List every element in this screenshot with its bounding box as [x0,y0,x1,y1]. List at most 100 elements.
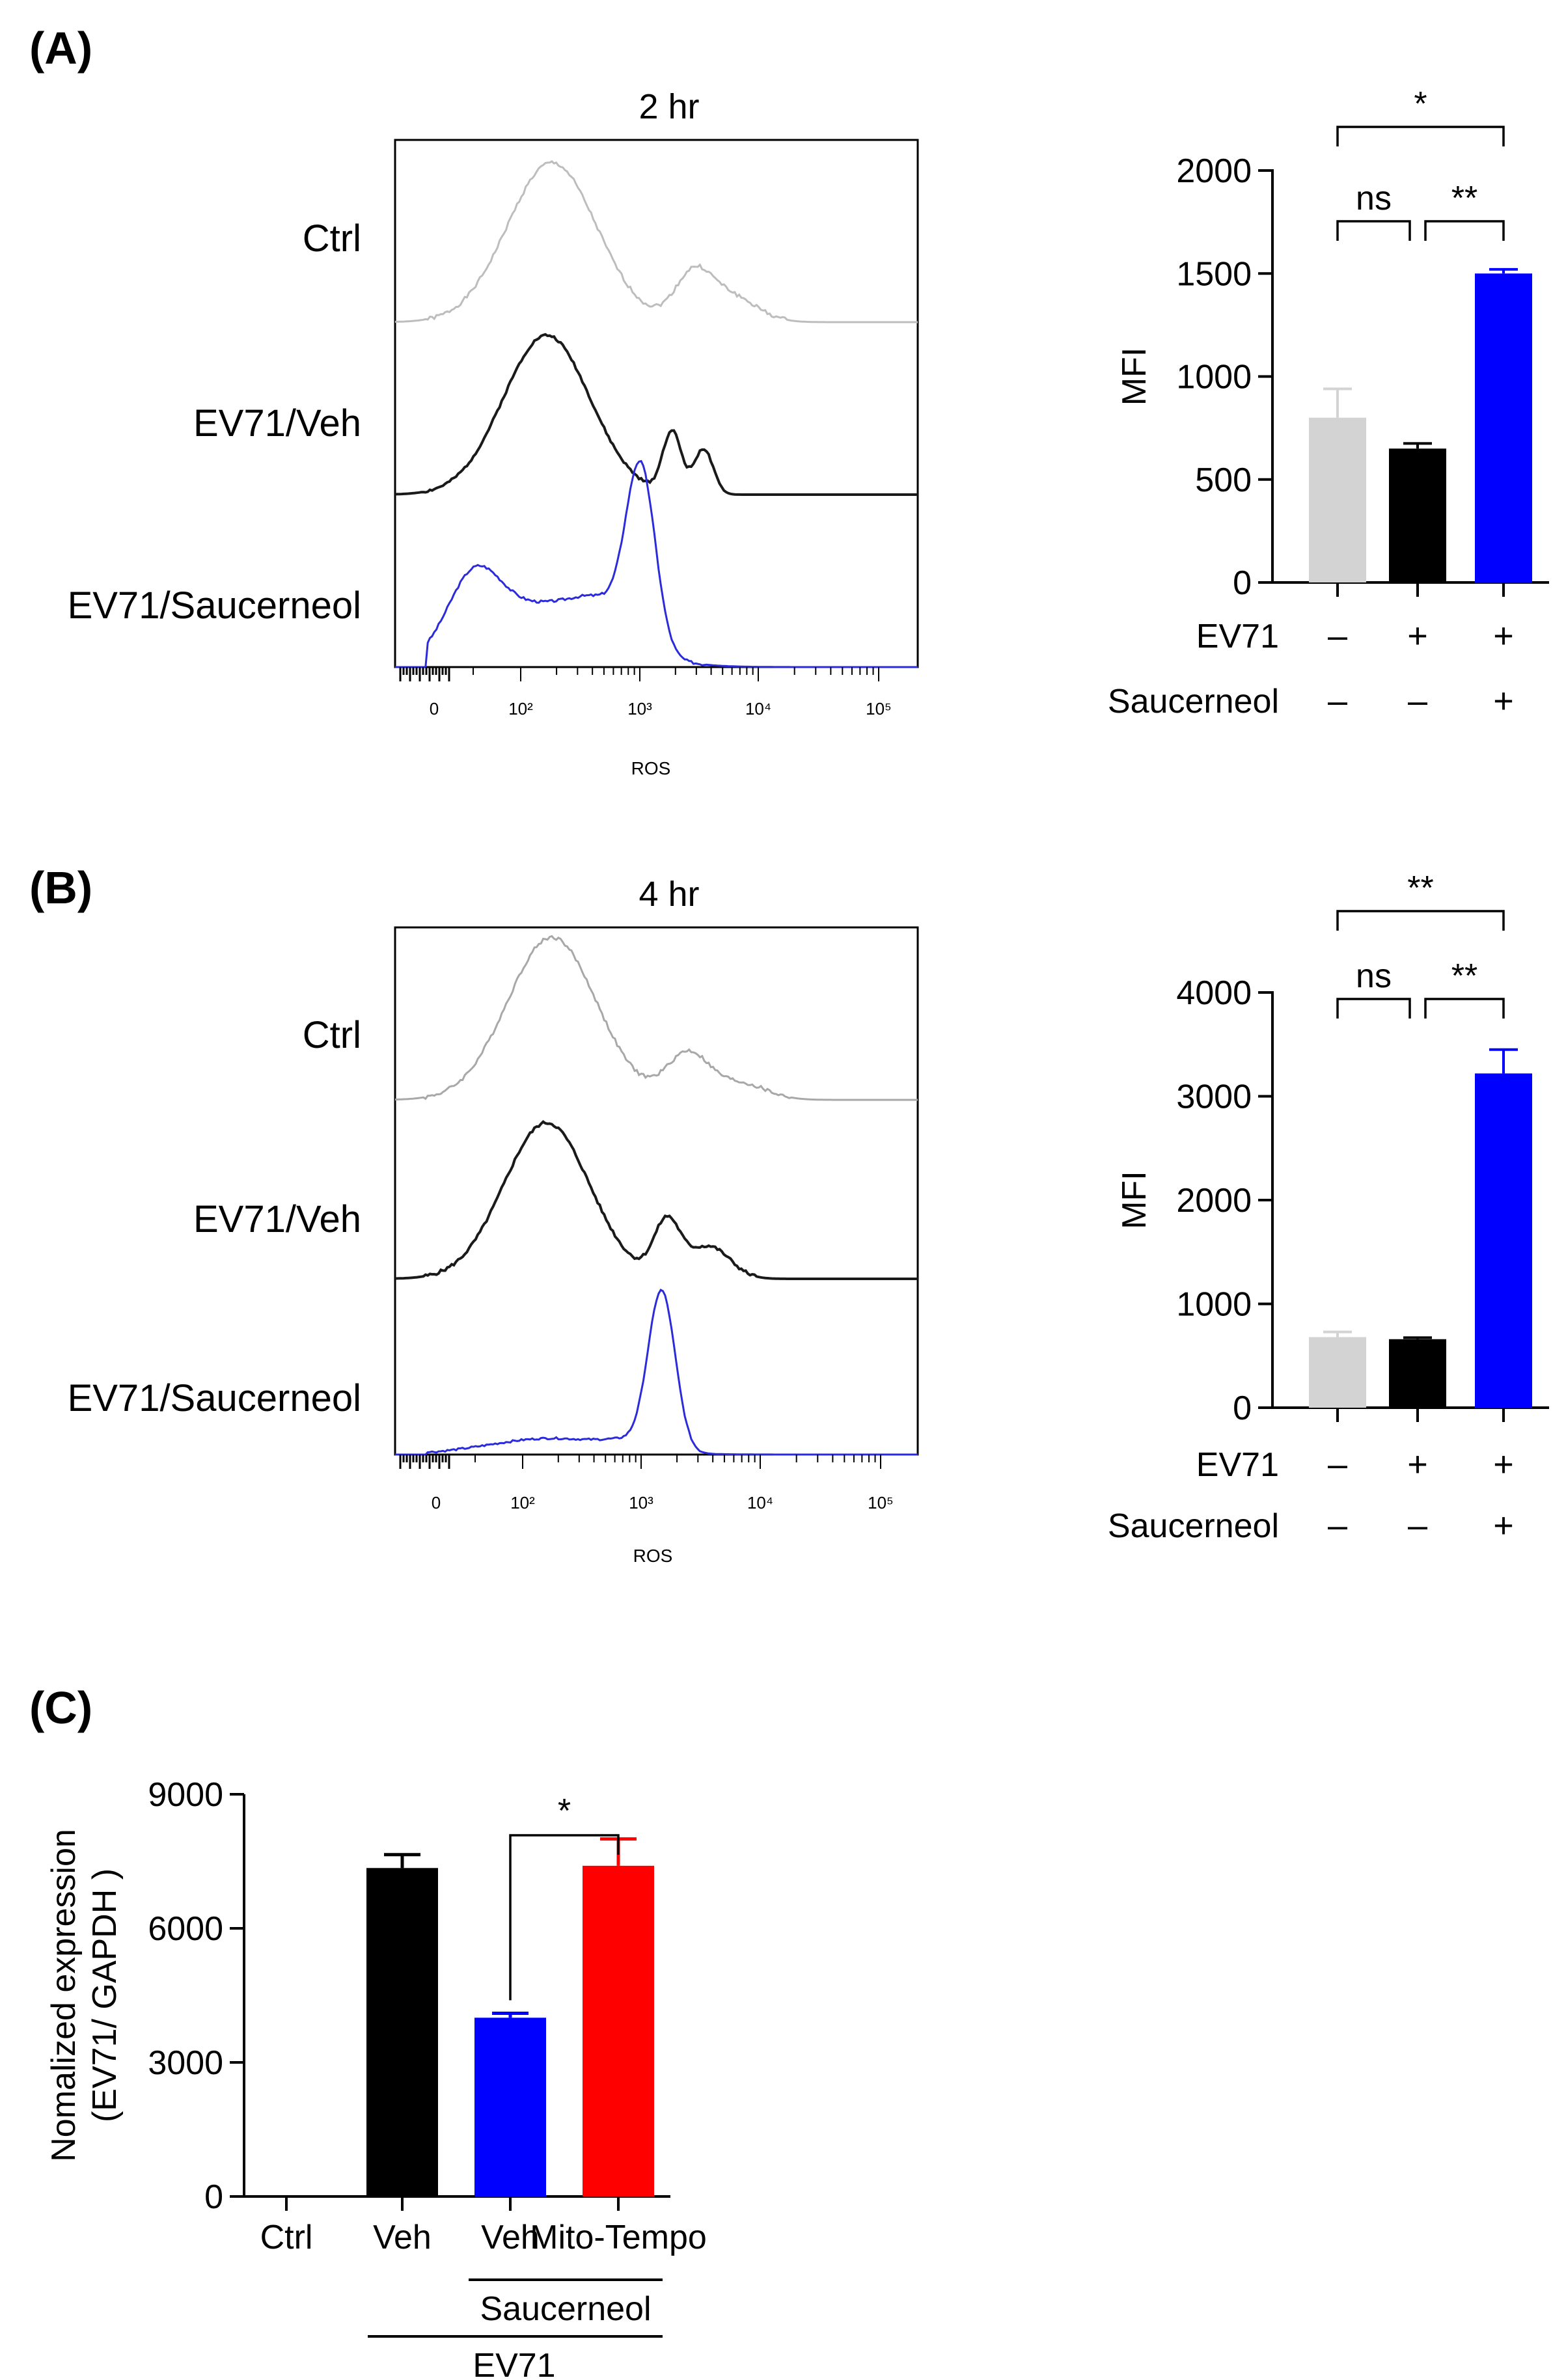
y-tick-label: 9000 [148,1776,223,1814]
condition-sign: – [1328,681,1347,720]
histogram-curve-ev71-veh [394,333,918,496]
condition-label: EV71 [1196,1446,1279,1484]
significance-bracket [1336,998,1411,1019]
bar-2 [1475,1073,1532,1408]
significance-bracket [1336,910,1505,931]
histogram-curve-ctrl [394,160,918,323]
panel-label-c: (C) [29,1682,92,1733]
significance-label: * [1414,85,1427,123]
track-label-ctrl: Ctrl [303,1014,361,1056]
group-label-ev71: EV71 [473,2347,555,2380]
x-axis-label: ROS [633,1546,673,1566]
histogram-2hr: 2 hr Ctrl EV71/Veh EV71/Saucerneol 0 10²… [68,87,919,778]
x-tick-label: 10⁴ [745,699,771,718]
histogram-curve-ev71-saucerneol [395,1288,918,1456]
histogram-axis-ticks [399,1455,881,1469]
y-tick-label: 1000 [1176,1286,1252,1324]
y-axis-title: Nomalized expression [45,1829,83,2162]
bar-chart-mfi-4hr: 0 1000 2000 3000 4000 MFI EV71 – + + Saucerneol – – +… [1108,869,1549,1545]
bar-1 [366,1868,438,2196]
y-tick-label: 6000 [148,1910,223,1948]
x-tick-label: 0 [432,1493,441,1512]
track-label-ev71-saucerneol: EV71/Saucerneol [68,584,361,627]
histogram-frame [394,926,919,1456]
y-tick-label: 500 [1195,461,1252,499]
condition-sign: + [1493,616,1514,655]
x-tick-label: 10² [508,699,533,718]
x-tick-label: 0 [430,699,439,718]
y-tick-label: 2000 [1176,1182,1252,1220]
x-tick-label: 10⁵ [866,699,892,718]
x-tick-label: 10² [510,1493,535,1512]
track-label-ev71-saucerneol: EV71/Saucerneol [68,1377,361,1419]
x-axis-label: ROS [631,758,671,778]
panel-label-a: (A) [29,23,92,74]
y-axis-title: MFI [1116,348,1153,406]
y-tick-label: 2000 [1176,152,1252,190]
bar-3 [583,1865,654,2196]
x-tick-label: Ctrl [260,2219,313,2256]
bar-1 [1389,1339,1446,1408]
y-tick-label: 1000 [1176,359,1252,396]
condition-sign: – [1328,616,1347,655]
track-label-ctrl: Ctrl [303,217,361,260]
histogram-title: 4 hr [639,875,699,914]
bar-chart-normalized-expression: 0 3000 6000 9000 Nomalized expression (EV71/ … [45,1776,707,2380]
condition-label: Saucerneol [1108,1507,1279,1545]
condition-sign: + [1493,681,1514,720]
track-label-ev71-veh: EV71/Veh [193,1198,361,1240]
y-tick-label: 0 [204,2178,223,2216]
x-tick-label: 10⁴ [747,1493,773,1512]
condition-sign: – [1328,1445,1347,1484]
condition-sign: + [1493,1506,1514,1545]
x-tick-label: Veh [373,2219,432,2256]
significance-label: ns [1356,180,1392,217]
significance-bracket [1336,126,1505,146]
y-tick-label: 3000 [148,2044,223,2082]
significance-label: * [558,1792,571,1830]
condition-sign: + [1407,1445,1428,1484]
significance-bracket [1424,220,1505,241]
y-tick-label: 1500 [1176,255,1252,293]
significance-label: ns [1356,957,1392,995]
condition-label: EV71 [1196,618,1279,655]
condition-sign: + [1407,616,1428,655]
significance-label: ** [1451,957,1477,995]
x-tick-label: 10⁵ [868,1493,894,1512]
histogram-4hr: 4 hr Ctrl EV71/Veh EV71/Saucerneol 0 10²… [68,875,919,1566]
condition-label: Saucerneol [1108,683,1279,720]
y-tick-label: 3000 [1176,1078,1252,1116]
significance-bracket [1424,998,1505,1019]
condition-sign: + [1493,1445,1514,1484]
x-tick-label: 10³ [629,1493,653,1512]
bar-2 [1475,273,1532,582]
x-tick-label: 10³ [627,699,652,718]
y-axis-title: (EV71/ GAPDH ) [86,1868,124,2122]
condition-sign: – [1328,1506,1347,1545]
significance-bracket [1336,220,1411,241]
bar-chart-mfi-2hr: 0 500 1000 1500 2000 MFI EV71 – + + Saucerneol – – + n… [1108,85,1549,720]
panel-label-b: (B) [29,862,92,913]
histogram-frame [394,139,919,668]
x-tick-label: Mito-Tempo [530,2219,707,2256]
histogram-curve-ev71-veh [394,1120,918,1280]
y-tick-label: 0 [1233,564,1252,602]
histogram-curve-ctrl [394,935,918,1101]
histogram-title: 2 hr [639,87,699,126]
significance-label: ** [1407,869,1433,907]
condition-sign: – [1408,681,1427,720]
group-label-saucerneol: Saucerneol [480,2290,651,2328]
bar-2 [474,2018,546,2196]
histogram-axis-ticks [399,667,879,681]
y-tick-label: 0 [1233,1389,1252,1427]
y-tick-label: 4000 [1176,974,1252,1012]
track-label-ev71-veh: EV71/Veh [193,402,361,445]
condition-sign: – [1408,1506,1427,1545]
bar-0 [1309,417,1366,582]
histogram-curve-ev71-saucerneol [395,459,918,668]
significance-bracket [509,1834,620,2001]
bar-1 [1389,448,1446,582]
x-tick-label: Veh [481,2219,540,2256]
bar-0 [1309,1337,1366,1408]
significance-label: ** [1451,180,1477,217]
